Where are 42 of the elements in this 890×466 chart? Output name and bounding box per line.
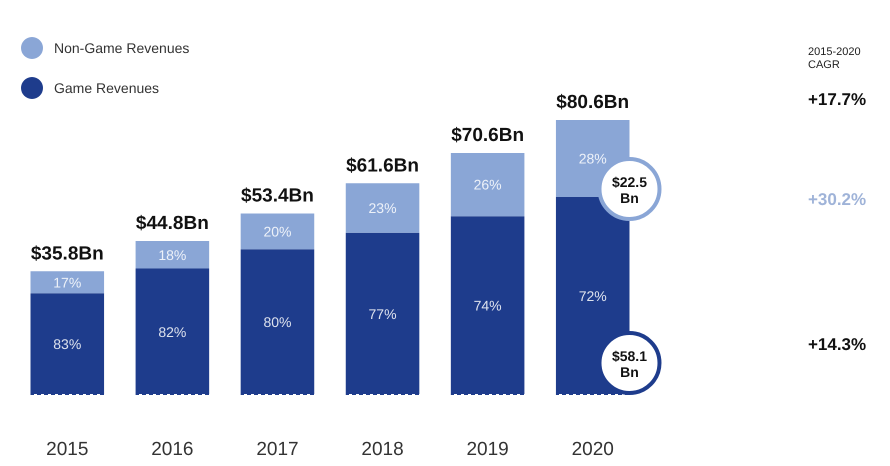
- text: +14.3%: [808, 335, 866, 354]
- annotation: 26%: [474, 176, 502, 193]
- annotation: $44.8Bn: [136, 213, 209, 234]
- annotation: 74%: [474, 298, 502, 314]
- bar: [240, 214, 314, 250]
- bar: [346, 183, 420, 233]
- annotation: 77%: [368, 306, 397, 322]
- legend-label: Game Revenues: [54, 80, 160, 96]
- annotation: 83%: [53, 336, 82, 352]
- bar: [30, 271, 104, 294]
- bar: [136, 268, 210, 395]
- annotation: $70.6Bn: [451, 125, 524, 146]
- x-tick-label: 2020: [572, 439, 614, 460]
- x-tick-label: 2019: [466, 439, 509, 460]
- annotation: $35.8Bn: [30, 243, 104, 264]
- annotation: $61.6Bn: [346, 155, 419, 176]
- annotation: 20%: [263, 223, 292, 240]
- annotation: 23%: [368, 200, 397, 216]
- annotation: $58.1 Bn: [612, 348, 648, 380]
- x-tick-label: 2016: [151, 439, 194, 460]
- annotation: 80%: [263, 314, 292, 330]
- text: +30.2%: [808, 190, 866, 209]
- bar: [450, 153, 524, 216]
- annotation: 17%: [53, 274, 82, 290]
- bar: [136, 241, 210, 268]
- annotation: 28%: [578, 150, 607, 166]
- text: 2015-2020 CAGR: [808, 46, 861, 71]
- legend-label: Non-Game Revenues: [54, 40, 190, 56]
- x-tick-label: 2018: [361, 439, 404, 460]
- x-tick-label: 2017: [256, 439, 299, 460]
- annotation: 82%: [158, 324, 186, 340]
- annotation: 18%: [158, 246, 186, 263]
- bar: [240, 249, 314, 395]
- annotation: $22.5 Bn: [612, 174, 648, 206]
- text: $80.6Bn: [556, 92, 630, 113]
- annotation: 72%: [578, 288, 607, 304]
- x-tick-label: 2015: [46, 439, 88, 460]
- annotation: $53.4Bn: [241, 186, 314, 206]
- bar: [450, 216, 524, 395]
- text: +17.7%: [808, 90, 866, 109]
- bar: [30, 293, 104, 395]
- bar: [346, 232, 420, 395]
